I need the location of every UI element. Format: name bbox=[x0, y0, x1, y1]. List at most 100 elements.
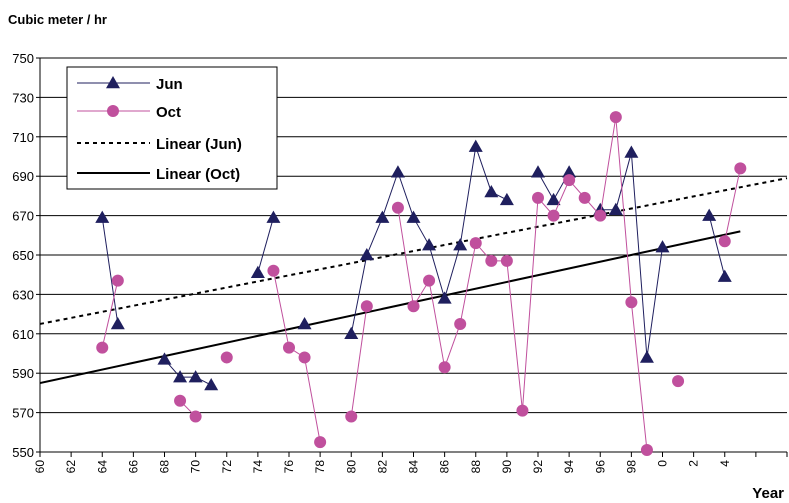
data-point-jun-1997 bbox=[608, 202, 623, 215]
data-point-oct-1965 bbox=[111, 274, 124, 287]
x-tick-label: 78 bbox=[313, 460, 327, 474]
data-point-oct-1991 bbox=[516, 404, 529, 417]
x-tick-label: 0 bbox=[656, 460, 670, 467]
data-point-jun-2004 bbox=[717, 269, 732, 282]
data-point-oct-1995 bbox=[578, 191, 591, 204]
data-point-oct-1996 bbox=[594, 209, 607, 222]
legend-label: Linear (Jun) bbox=[156, 136, 242, 153]
data-point-oct-2005 bbox=[734, 162, 747, 175]
data-point-jun-1988 bbox=[468, 139, 483, 152]
y-tick-label: 610 bbox=[12, 327, 34, 342]
data-point-oct-1992 bbox=[532, 191, 544, 204]
x-tick-label: 68 bbox=[158, 460, 172, 474]
legend-item-linear-jun: Linear (Jun) bbox=[77, 136, 242, 153]
series-line-oct bbox=[101, 280, 119, 348]
data-point-oct-1987 bbox=[454, 317, 467, 330]
series-oct bbox=[96, 111, 747, 457]
legend-marker-circle bbox=[107, 105, 119, 117]
series-line-oct bbox=[350, 306, 368, 417]
data-point-jun-1989 bbox=[484, 184, 499, 198]
y-tick-label: 630 bbox=[12, 287, 34, 302]
data-point-oct-2001 bbox=[672, 375, 685, 388]
data-point-jun-1990 bbox=[499, 192, 514, 206]
y-tick-label: 730 bbox=[12, 90, 34, 105]
y-tick-labels: 550 570 590 610 630 650 670 690 710 730 750 bbox=[12, 51, 34, 460]
chart-title: Cubic meter / hr bbox=[8, 12, 107, 27]
x-tick-label: 88 bbox=[469, 460, 483, 474]
data-point-oct-1969 bbox=[174, 394, 187, 407]
data-point-oct-1989 bbox=[485, 254, 498, 267]
data-point-jun-1982 bbox=[375, 210, 390, 223]
data-point-oct-1985 bbox=[423, 274, 436, 287]
y-tick-label: 550 bbox=[12, 445, 34, 460]
data-point-jun-1968 bbox=[157, 352, 172, 365]
y-tick-label: 570 bbox=[12, 406, 34, 421]
data-point-oct-1984 bbox=[407, 300, 420, 313]
data-point-oct-1988 bbox=[469, 237, 482, 250]
data-point-oct-2004 bbox=[718, 235, 731, 248]
data-point-jun-1975 bbox=[266, 210, 281, 223]
data-series bbox=[95, 111, 747, 457]
data-point-jun-1983 bbox=[390, 165, 405, 178]
data-point-oct-1999 bbox=[640, 444, 653, 457]
x-tick-label: 72 bbox=[220, 460, 234, 474]
x-tick-label: 64 bbox=[95, 460, 109, 474]
data-point-jun-1998 bbox=[624, 145, 639, 158]
series-line-jun bbox=[101, 217, 119, 325]
trendlines bbox=[39, 177, 788, 385]
x-tick-label: 66 bbox=[126, 460, 140, 474]
data-point-jun-1992 bbox=[531, 165, 545, 178]
data-point-oct-1994 bbox=[563, 174, 576, 187]
legend-item-linear-oct: Linear (Oct) bbox=[77, 166, 240, 183]
data-point-oct-1975 bbox=[267, 264, 280, 277]
x-tick-label: 94 bbox=[562, 460, 576, 474]
x-axis-label: Year bbox=[752, 485, 784, 502]
x-tick-label: 74 bbox=[251, 460, 265, 474]
data-point-jun-1977 bbox=[297, 316, 312, 330]
x-tick-label: 60 bbox=[33, 460, 47, 474]
data-point-jun-1981 bbox=[359, 248, 374, 261]
data-point-jun-1999 bbox=[639, 350, 654, 363]
data-point-jun-1970 bbox=[188, 370, 203, 383]
data-point-jun-1985 bbox=[422, 238, 437, 251]
series-line-oct bbox=[397, 117, 648, 451]
x-tick-labels: 60 62 64 66 68 70 72 74 76 78 80 82 84 86 88 90 92 94 96 98… bbox=[33, 460, 732, 474]
legend: Jun Oct Linear (Jun) Linear (Oct) bbox=[66, 66, 278, 190]
data-point-oct-1970 bbox=[189, 410, 202, 423]
legend-label: Oct bbox=[156, 104, 181, 121]
data-point-jun-1980 bbox=[344, 326, 359, 340]
data-point-oct-1986 bbox=[438, 361, 451, 374]
data-point-jun-1965 bbox=[110, 316, 125, 330]
data-point-oct-1980 bbox=[345, 410, 358, 423]
trendline-oct bbox=[39, 230, 741, 385]
data-point-jun-2003 bbox=[702, 208, 717, 221]
x-tick-label: 4 bbox=[718, 460, 732, 467]
data-point-jun-1971 bbox=[204, 378, 219, 391]
legend-item-jun: Jun bbox=[77, 76, 183, 93]
data-point-oct-1990 bbox=[500, 254, 513, 267]
y-tick-label: 750 bbox=[12, 51, 34, 66]
x-tick-label: 2 bbox=[687, 460, 701, 467]
y-tick-label: 710 bbox=[12, 130, 34, 145]
y-tick-label: 690 bbox=[12, 169, 34, 184]
data-point-oct-1964 bbox=[96, 341, 109, 354]
data-point-jun-1993 bbox=[546, 192, 561, 206]
series-line-oct bbox=[272, 270, 321, 443]
data-point-oct-1976 bbox=[283, 341, 295, 354]
legend-label: Jun bbox=[156, 76, 183, 93]
legend-label: Linear (Oct) bbox=[156, 166, 240, 183]
series-jun bbox=[95, 139, 732, 391]
legend-item-oct: Oct bbox=[77, 104, 181, 121]
data-point-jun-1984 bbox=[406, 210, 421, 223]
x-tick-label: 92 bbox=[531, 460, 545, 474]
data-point-oct-1972 bbox=[220, 351, 233, 364]
legend-box bbox=[66, 66, 278, 190]
data-point-jun-1994 bbox=[562, 165, 577, 178]
y-tick-label: 650 bbox=[12, 248, 34, 263]
data-point-oct-1977 bbox=[298, 351, 311, 364]
data-point-jun-2000 bbox=[655, 240, 670, 253]
data-point-jun-1987 bbox=[453, 238, 468, 251]
series-line-jun bbox=[708, 215, 726, 277]
data-point-oct-1998 bbox=[625, 296, 638, 309]
trendline-jun bbox=[39, 177, 788, 325]
